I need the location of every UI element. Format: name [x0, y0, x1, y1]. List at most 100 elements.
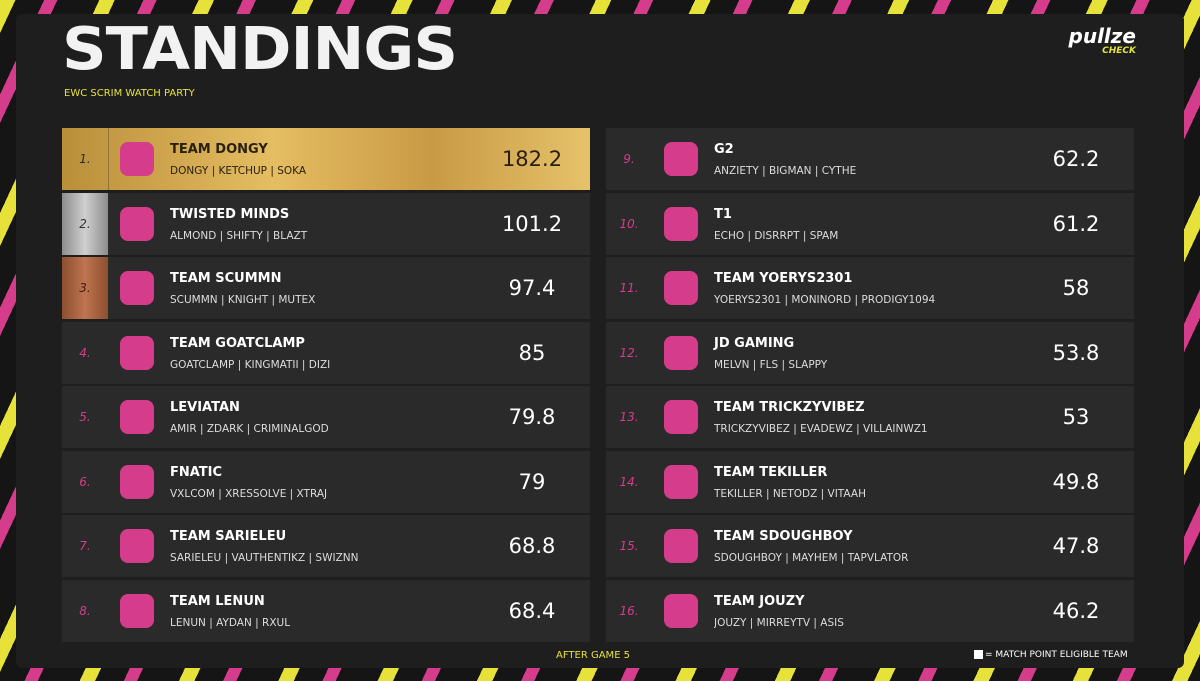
rank: 10.	[619, 216, 639, 231]
legend-swatch	[974, 650, 983, 659]
subtitle: EWC SCRIM WATCH PARTY	[64, 88, 195, 99]
team-name: TEAM TRICKZYVIBEZ	[714, 400, 865, 415]
rank: 9.	[623, 152, 635, 166]
rank: 8.	[79, 603, 91, 618]
team-logo	[664, 529, 698, 563]
title: STANDINGS	[62, 13, 458, 84]
rank: 3.	[62, 257, 108, 319]
points: 49.8	[1052, 469, 1100, 494]
points: 46.2	[1052, 598, 1100, 623]
logo-name: pullze	[1068, 24, 1136, 48]
team-logo	[120, 142, 154, 176]
standing-row: 1. TEAM DONGY DONGY | KETCHUP | SOKA 182.2	[62, 128, 590, 190]
players: SCUMMN | KNIGHT | MUTEX	[170, 294, 316, 306]
team-name: T1	[714, 206, 732, 222]
standing-row: 8. TEAM LENUN LENUN | AYDAN | RXUL 68.4	[62, 579, 590, 642]
players: YOERYS2301 | MONINORD | PRODIGY1094	[714, 294, 936, 306]
points: 79	[518, 469, 546, 494]
points: 97.4	[508, 276, 556, 300]
points: 101.2	[501, 211, 563, 236]
team-logo	[120, 464, 154, 499]
standing-row: 2. TWISTED MINDS ALMOND | SHIFTY | BLAZT 10…	[62, 192, 590, 255]
rank: 16.	[619, 603, 639, 618]
players: SDOUGHBOY | MAYHEM | TAPVLATOR	[714, 552, 909, 564]
standing-row: 11. TEAM YOERYS2301 YOERYS2301 | MONINORD …	[606, 257, 1134, 319]
players: TRICKZYVIBEZ | EVADEWZ | VILLAINWZ1	[714, 423, 928, 435]
legend-text: = MATCH POINT ELIGIBLE TEAM	[985, 650, 1128, 660]
standing-row: 3. TEAM SCUMMN SCUMMN | KNIGHT | MUTEX 97.4	[62, 257, 590, 319]
team-name: TEAM GOATCLAMP	[170, 335, 305, 351]
team-name: TEAM SCUMMN	[170, 271, 282, 286]
rank: 7.	[79, 539, 91, 553]
team-logo	[664, 271, 698, 305]
team-logo	[664, 593, 698, 628]
standing-row: 12. JD GAMING MELVN | FLS | SLAPPY 53.8	[606, 321, 1134, 384]
team-name: TWISTED MINDS	[170, 206, 290, 222]
standing-row: 7. TEAM SARIELEU SARIELEU | VAUTHENTIKZ | …	[62, 515, 590, 577]
standing-row: 6. FNATIC VXLCOM | XRESSOLVE | XTRAJ 79	[62, 450, 590, 513]
team-name: JD GAMING	[714, 335, 795, 351]
team-name: TEAM SARIELEU	[170, 529, 287, 544]
standing-row: 4. TEAM GOATCLAMP GOATCLAMP | KINGMATII | …	[62, 321, 590, 384]
rank: 12.	[619, 345, 639, 360]
players: DONGY | KETCHUP | SOKA	[170, 165, 307, 177]
players: TEKILLER | NETODZ | VITAAH	[714, 487, 866, 500]
players: VXLCOM | XRESSOLVE | XTRAJ	[170, 487, 328, 500]
rank: 1.	[62, 128, 109, 190]
team-logo	[664, 464, 698, 499]
logo: pullze CHECK	[1064, 26, 1136, 56]
players: ECHO | DISRRPT | SPAM	[714, 229, 839, 242]
team-logo	[120, 529, 154, 563]
standing-row: 13. TEAM TRICKZYVIBEZ TRICKZYVIBEZ | EVADE…	[606, 386, 1134, 448]
players: ALMOND | SHIFTY | BLAZT	[170, 229, 308, 242]
rank: 13.	[619, 410, 639, 424]
team-logo	[120, 206, 154, 241]
rank: 11.	[619, 281, 639, 295]
team-name: TEAM JOUZY	[714, 593, 805, 609]
standing-row: 10. T1 ECHO | DISRRPT | SPAM 61.2	[606, 192, 1134, 255]
rank: 5.	[79, 410, 91, 424]
points: 85	[518, 340, 546, 365]
standing-row: 15. TEAM SDOUGHBOY SDOUGHBOY | MAYHEM | TA…	[606, 515, 1134, 577]
players: AMIR | ZDARK | CRIMINALGOD	[170, 423, 329, 435]
team-logo	[664, 400, 698, 434]
team-logo	[120, 400, 154, 434]
team-name: TEAM TEKILLER	[714, 464, 828, 480]
players: GOATCLAMP | KINGMATII | DIZI	[170, 358, 331, 371]
points: 58	[1062, 276, 1090, 300]
standing-row: 9. G2 ANZIETY | BIGMAN | CYTHE 62.2	[606, 128, 1134, 190]
rank: 2.	[62, 192, 108, 255]
points: 62.2	[1052, 147, 1100, 171]
footer-note: AFTER GAME 5	[556, 650, 631, 661]
points: 68.8	[508, 534, 556, 558]
team-logo	[664, 142, 698, 176]
players: LENUN | AYDAN | RXUL	[170, 616, 291, 629]
points: 47.8	[1052, 534, 1100, 558]
points: 68.4	[508, 598, 556, 623]
team-name: FNATIC	[170, 464, 223, 480]
team-name: TEAM LENUN	[170, 593, 265, 609]
legend: = MATCH POINT ELIGIBLE TEAM	[974, 650, 1128, 660]
team-name: G2	[714, 142, 734, 157]
team-logo	[664, 206, 698, 241]
points: 182.2	[501, 147, 563, 171]
rank: 4.	[79, 345, 91, 360]
logo-tagline: CHECK	[1102, 46, 1136, 56]
rank: 14.	[619, 474, 639, 489]
points: 53	[1062, 405, 1090, 429]
team-logo	[664, 335, 698, 370]
team-name: TEAM DONGY	[170, 142, 268, 157]
players: JOUZY | MIRREYTV | ASIS	[714, 616, 844, 629]
team-name: LEVIATAN	[170, 400, 240, 415]
players: ANZIETY | BIGMAN | CYTHE	[714, 165, 857, 177]
team-name: TEAM SDOUGHBOY	[714, 529, 853, 544]
team-name: TEAM YOERYS2301	[714, 271, 853, 286]
points: 79.8	[508, 405, 556, 429]
standing-row: 5. LEVIATAN AMIR | ZDARK | CRIMINALGOD 79.8	[62, 386, 590, 448]
points: 61.2	[1052, 211, 1100, 236]
rank: 6.	[79, 474, 91, 489]
standing-row: 16. TEAM JOUZY JOUZY | MIRREYTV | ASIS 46.2	[606, 579, 1134, 642]
team-logo	[120, 271, 154, 305]
standing-row: 14. TEAM TEKILLER TEKILLER | NETODZ | VITA…	[606, 450, 1134, 513]
